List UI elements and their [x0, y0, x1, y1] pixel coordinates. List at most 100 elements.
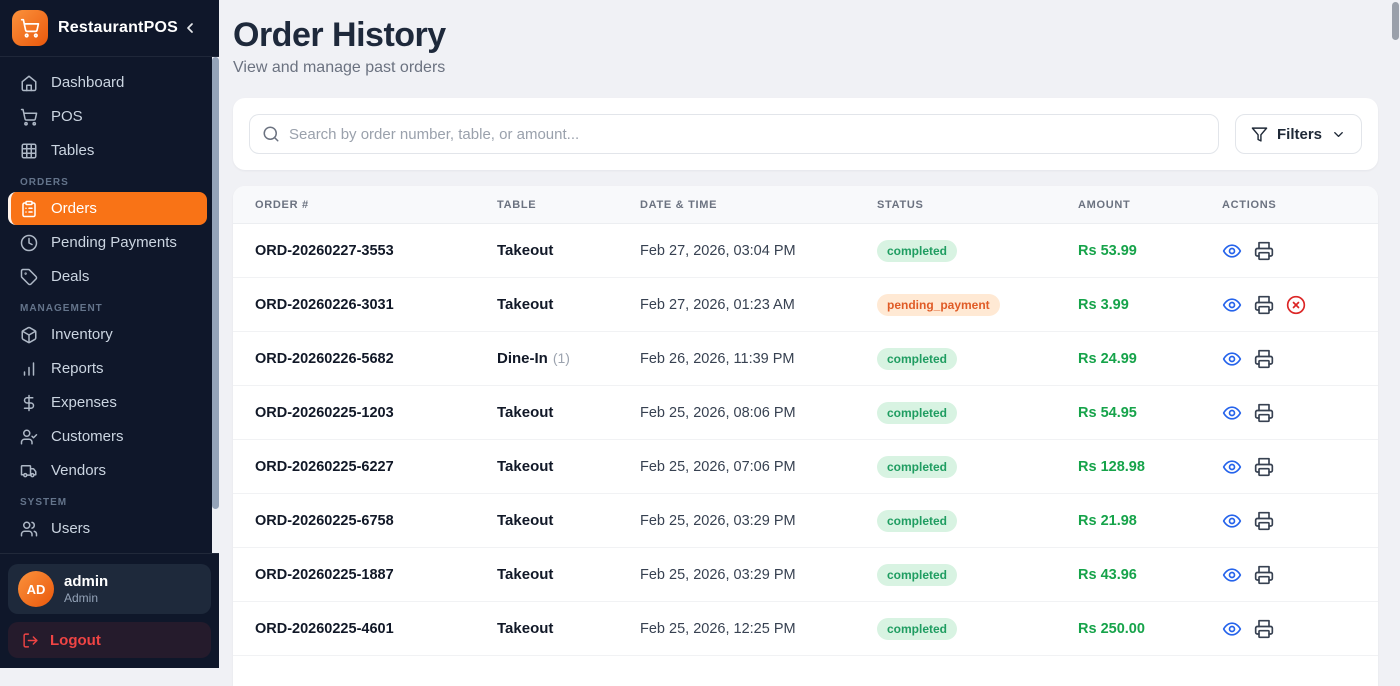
sidebar-item-label: Dashboard	[51, 74, 124, 91]
eye-icon	[1222, 457, 1242, 477]
view-order-button[interactable]	[1222, 349, 1242, 369]
order-number: ORD-20260225-1887	[255, 567, 497, 583]
order-table: Takeout	[497, 404, 640, 422]
user-card[interactable]: AD admin Admin	[8, 564, 211, 614]
sidebar-item-vendors[interactable]: Vendors	[8, 454, 207, 487]
print-order-button[interactable]	[1254, 349, 1274, 369]
window-scrollbar-thumb[interactable]	[1392, 2, 1399, 40]
sidebar-item-expenses[interactable]: Expenses	[8, 386, 207, 419]
print-order-button[interactable]	[1254, 511, 1274, 531]
sidebar-scrollbar-track[interactable]	[212, 57, 219, 553]
status-badge: completed	[877, 240, 957, 262]
user-name: admin	[64, 573, 108, 591]
print-order-button[interactable]	[1254, 403, 1274, 423]
sidebar-item-label: Expenses	[51, 394, 117, 411]
sidebar-section-orders: ORDERS	[20, 177, 199, 188]
view-order-button[interactable]	[1222, 403, 1242, 423]
logout-label: Logout	[50, 632, 101, 649]
sidebar-item-tables[interactable]: Tables	[8, 134, 207, 167]
order-table: Takeout	[497, 296, 640, 314]
table-row: ORD-20260225-1887 Takeout Feb 25, 2026, …	[233, 548, 1378, 602]
order-table: Takeout	[497, 512, 640, 530]
search-input[interactable]	[249, 114, 1219, 154]
eye-icon	[1222, 403, 1242, 423]
column-header-actions: ACTIONS	[1222, 199, 1378, 211]
view-order-button[interactable]	[1222, 619, 1242, 639]
order-amount: Rs 43.96	[1078, 567, 1222, 583]
view-order-button[interactable]	[1222, 511, 1242, 531]
status-badge: completed	[877, 510, 957, 532]
sidebar-collapse-button[interactable]	[178, 16, 202, 40]
shopping-cart-icon	[20, 18, 40, 38]
column-header-status: STATUS	[877, 199, 1078, 211]
status-badge: completed	[877, 564, 957, 586]
user-role: Admin	[64, 591, 108, 605]
sidebar-item-label: Vendors	[51, 462, 106, 479]
eye-icon	[1222, 295, 1242, 315]
order-datetime: Feb 27, 2026, 01:23 AM	[640, 297, 877, 313]
table-row: ORD-20260225-6227 Takeout Feb 25, 2026, …	[233, 440, 1378, 494]
view-order-button[interactable]	[1222, 457, 1242, 477]
printer-icon	[1254, 565, 1274, 585]
sidebar-item-deals[interactable]: Deals	[8, 260, 207, 293]
sidebar-item-orders[interactable]: Orders	[8, 192, 207, 225]
sidebar-item-label: Users	[51, 520, 90, 537]
order-amount: Rs 24.99	[1078, 351, 1222, 367]
status-badge: completed	[877, 348, 957, 370]
print-order-button[interactable]	[1254, 241, 1274, 261]
order-datetime: Feb 25, 2026, 07:06 PM	[640, 459, 877, 475]
printer-icon	[1254, 511, 1274, 531]
sidebar-item-reports[interactable]: Reports	[8, 352, 207, 385]
view-order-button[interactable]	[1222, 295, 1242, 315]
chevron-down-icon	[1331, 127, 1346, 142]
clock-icon	[20, 234, 38, 252]
column-header-order: ORDER #	[255, 199, 497, 211]
sidebar-item-label: POS	[51, 108, 83, 125]
order-table: Takeout	[497, 566, 640, 584]
print-order-button[interactable]	[1254, 565, 1274, 585]
sidebar-scrollbar-thumb[interactable]	[212, 57, 219, 509]
shopping-cart-icon	[20, 108, 38, 126]
main-content: Order History View and manage past order…	[219, 0, 1400, 668]
sidebar-item-dashboard[interactable]: Dashboard	[8, 66, 207, 99]
view-order-button[interactable]	[1222, 565, 1242, 585]
sidebar-item-inventory[interactable]: Inventory	[8, 318, 207, 351]
chevron-left-icon	[182, 20, 198, 36]
avatar: AD	[18, 571, 54, 607]
sidebar-item-users[interactable]: Users	[8, 512, 207, 545]
clipboard-list-icon	[20, 200, 38, 218]
order-datetime: Feb 25, 2026, 12:25 PM	[640, 621, 877, 637]
order-number: ORD-20260225-1203	[255, 405, 497, 421]
order-datetime: Feb 26, 2026, 11:39 PM	[640, 351, 877, 367]
print-order-button[interactable]	[1254, 295, 1274, 315]
sidebar-item-customers[interactable]: Customers	[8, 420, 207, 453]
sidebar-item-label: Pending Payments	[51, 234, 177, 251]
sidebar-item-label: Inventory	[51, 326, 113, 343]
cancel-order-button[interactable]	[1286, 295, 1306, 315]
order-datetime: Feb 25, 2026, 03:29 PM	[640, 513, 877, 529]
order-number: ORD-20260225-6227	[255, 459, 497, 475]
sidebar-nav: Dashboard POS Tables ORDERS Orders Pendi…	[0, 57, 219, 553]
sidebar-item-pos[interactable]: POS	[8, 100, 207, 133]
status-badge: completed	[877, 402, 957, 424]
page-title: Order History	[233, 14, 1378, 56]
printer-icon	[1254, 241, 1274, 261]
logout-button[interactable]: Logout	[8, 622, 211, 658]
table-row: ORD-20260227-3553 Takeout Feb 27, 2026, …	[233, 224, 1378, 278]
sidebar-header: RestaurantPOS	[0, 0, 219, 57]
window-scrollbar-track[interactable]	[1392, 0, 1399, 668]
print-order-button[interactable]	[1254, 619, 1274, 639]
order-table: Takeout	[497, 242, 640, 260]
table-row: ORD-20260225-6758 Takeout Feb 25, 2026, …	[233, 494, 1378, 548]
sidebar-item-pending-payments[interactable]: Pending Payments	[8, 226, 207, 259]
status-badge: pending_payment	[877, 294, 1000, 316]
status-badge: completed	[877, 456, 957, 478]
order-datetime: Feb 27, 2026, 03:04 PM	[640, 243, 877, 259]
eye-icon	[1222, 241, 1242, 261]
view-order-button[interactable]	[1222, 241, 1242, 261]
user-check-icon	[20, 428, 38, 446]
filters-button[interactable]: Filters	[1235, 114, 1362, 154]
table-row: ORD-20260225-1203 Takeout Feb 25, 2026, …	[233, 386, 1378, 440]
home-icon	[20, 74, 38, 92]
print-order-button[interactable]	[1254, 457, 1274, 477]
